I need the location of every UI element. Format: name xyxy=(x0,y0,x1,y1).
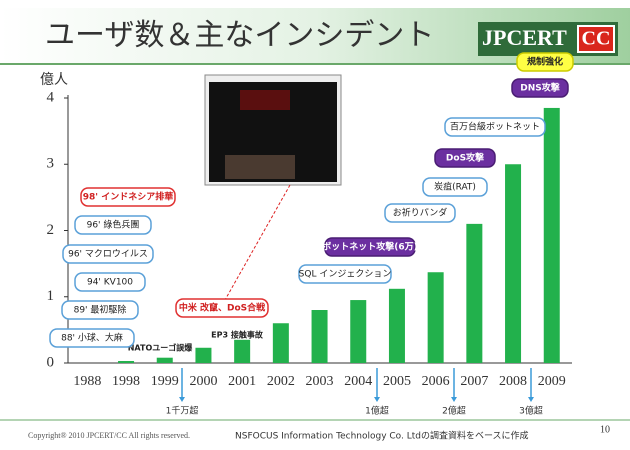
annotation: 百万台級ボットネット xyxy=(450,121,540,133)
bar xyxy=(466,223,483,363)
annotation: お祈りパンダ xyxy=(393,207,447,219)
annotation-box xyxy=(516,52,574,72)
connector xyxy=(224,184,291,301)
bar xyxy=(272,323,289,363)
logo-name: JPCERT xyxy=(482,25,567,50)
milestone-label: 2億超 xyxy=(442,405,466,417)
annotation: 中米 改竄、DoS合戦 xyxy=(179,302,266,314)
annotation: 89' 最初駆除 xyxy=(74,304,127,316)
x-tick-label: 2005 xyxy=(383,374,411,389)
x-tick-label: 2006 xyxy=(422,374,450,389)
annotation: SQL インジェクション xyxy=(299,269,392,280)
annotation-box xyxy=(444,117,546,137)
chart-title: ユーザ数＆主なインシデント xyxy=(45,19,434,52)
milestone-arrowhead xyxy=(451,397,457,402)
annotation: DNS攻撃 xyxy=(520,82,560,94)
annotation-box xyxy=(62,244,154,264)
x-tick-label: 2001 xyxy=(228,374,256,389)
bar xyxy=(350,300,367,363)
annotation: 94' KV100 xyxy=(87,278,133,288)
image-detail xyxy=(225,155,295,179)
y-tick-label: 1 xyxy=(47,288,55,304)
x-tick-label: 2000 xyxy=(189,374,217,389)
bar xyxy=(427,272,444,363)
y-axis-label: 億人 xyxy=(40,72,68,88)
x-tick-label: 2007 xyxy=(460,374,488,389)
annotation-box xyxy=(74,215,152,235)
annotation-box xyxy=(49,328,135,348)
logo-badge-bg xyxy=(577,25,615,53)
x-tick-label: 1988 xyxy=(73,374,101,389)
bar xyxy=(543,107,560,363)
bar xyxy=(195,347,212,363)
annotation: DoS攻撃 xyxy=(446,152,484,164)
y-tick-label: 0 xyxy=(47,354,55,370)
milestone-arrowhead xyxy=(374,397,380,402)
annotation: 炭疽(RAT) xyxy=(434,181,476,193)
annotation: 88' 小球、大麻 xyxy=(61,332,123,344)
bar xyxy=(388,288,405,363)
annotation-box xyxy=(422,177,488,197)
annotation: NATOユーゴ誤爆 xyxy=(128,343,194,353)
bar xyxy=(156,357,173,363)
milestone-arrowhead xyxy=(179,397,185,402)
y-tick-label: 3 xyxy=(47,156,55,172)
milestone-label: 1千万超 xyxy=(166,405,199,417)
page-number: 10 xyxy=(600,424,610,435)
annotation-box xyxy=(324,237,416,257)
annotation: 98' インドネシア排華 xyxy=(83,191,173,203)
copyright: Copyright® 2010 JPCERT/CC All rights res… xyxy=(28,431,190,440)
milestone-label: 3億超 xyxy=(519,405,543,417)
annotation-box xyxy=(298,264,392,284)
source-note: NSFOCUS Information Technology Co. Ltdの調… xyxy=(235,430,529,442)
bar xyxy=(234,339,251,363)
annotation-box xyxy=(80,187,176,207)
logo-badge: CC xyxy=(582,28,611,50)
screenshot-image xyxy=(204,74,342,186)
image-detail xyxy=(240,90,290,110)
annotation-box xyxy=(175,298,269,318)
annotation-box xyxy=(74,272,146,292)
annotation-box xyxy=(61,300,139,320)
y-tick-label: 4 xyxy=(47,89,55,105)
x-tick-label: 2009 xyxy=(538,374,566,389)
annotation-box xyxy=(434,148,496,168)
annotation: EP3 接触事故 xyxy=(211,330,264,340)
annotation-box xyxy=(384,203,456,223)
annotation-box xyxy=(511,78,569,98)
x-tick-label: 2004 xyxy=(344,374,372,389)
x-tick-label: 2003 xyxy=(306,374,334,389)
annotation: 96' マクロウイルス xyxy=(68,249,148,260)
x-tick-label: 1999 xyxy=(151,374,179,389)
annotation: 96' 綠色兵團 xyxy=(87,219,140,231)
milestone-label: 1億超 xyxy=(365,405,389,417)
bar xyxy=(118,361,135,363)
y-tick-label: 2 xyxy=(47,222,55,238)
annotation: 規制強化 xyxy=(527,56,563,68)
bar xyxy=(505,164,522,363)
milestone-arrowhead xyxy=(528,397,534,402)
x-tick-label: 2008 xyxy=(499,374,527,389)
x-tick-label: 2002 xyxy=(267,374,295,389)
bar xyxy=(311,310,328,363)
annotation: ボットネット攻撃(6万) xyxy=(322,241,418,253)
x-tick-label: 1998 xyxy=(112,374,140,389)
